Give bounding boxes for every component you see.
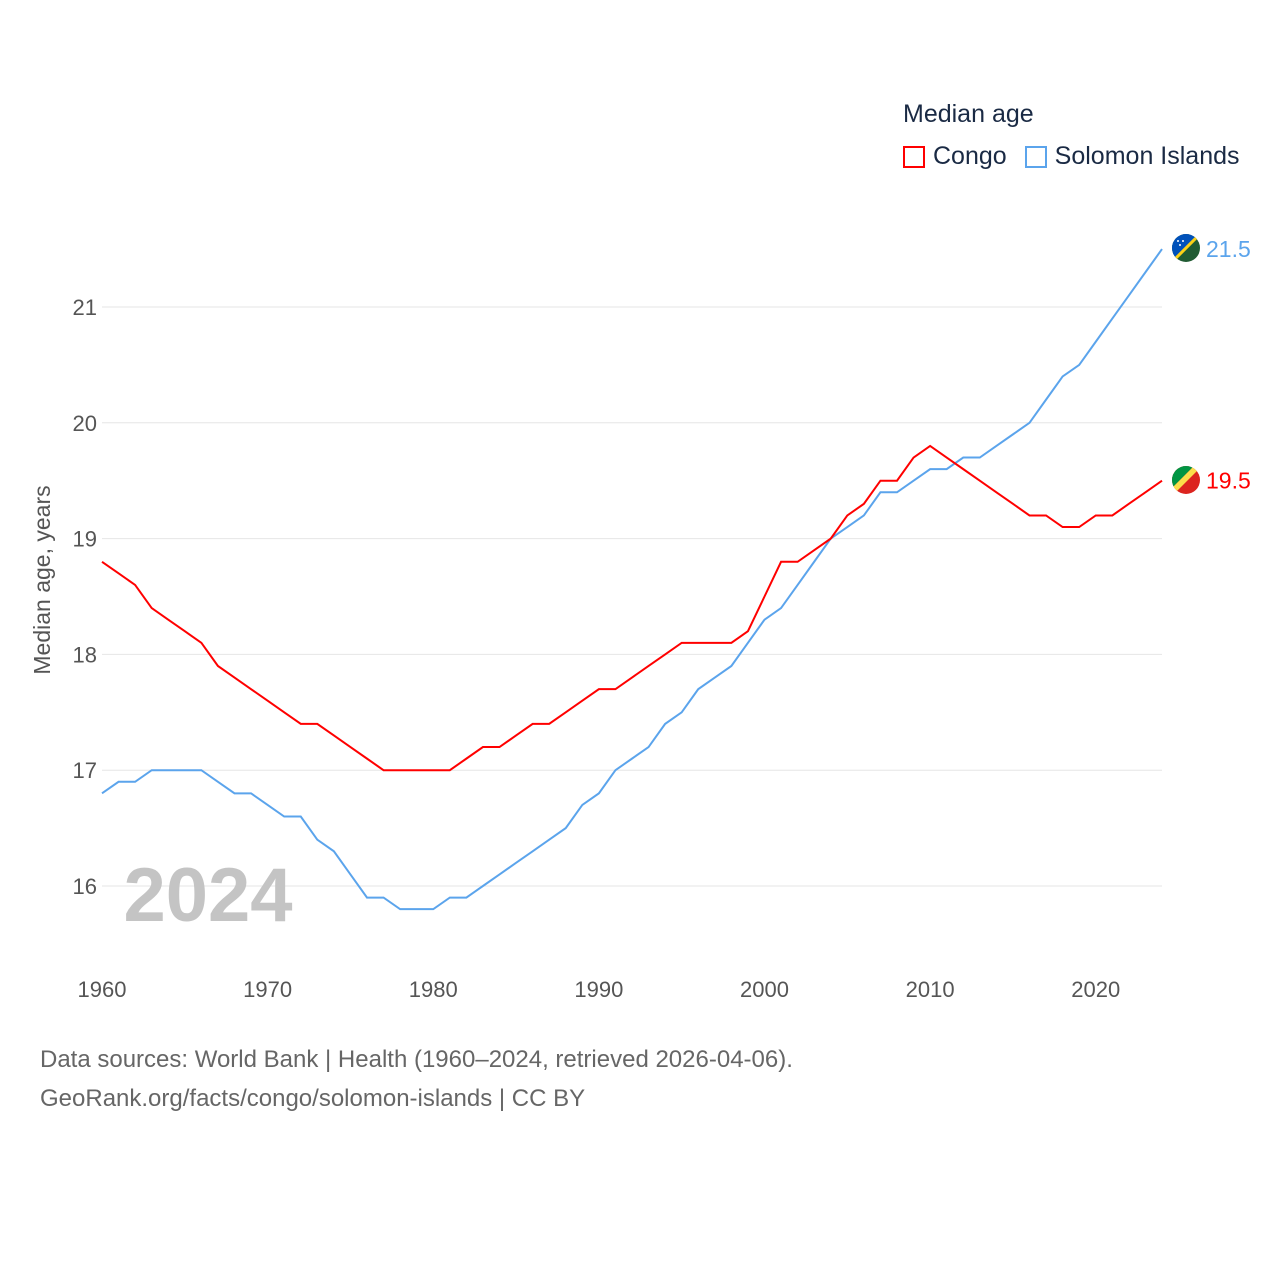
legend-label: Solomon Islands [1054, 142, 1240, 170]
x-tick-label: 1980 [409, 977, 458, 1002]
end-value-label: 19.5 [1206, 468, 1251, 494]
y-axis-label: Median age, years [29, 485, 55, 674]
y-tick-label: 17 [73, 758, 97, 783]
end-value-label: 21.5 [1206, 236, 1251, 262]
y-tick-label: 19 [73, 527, 97, 552]
legend-label: Congo [933, 142, 1007, 170]
legend-item-congo[interactable]: Congo [903, 142, 1007, 171]
x-tick-label: 1990 [574, 977, 623, 1002]
x-tick-label: 2020 [1071, 977, 1120, 1002]
x-tick-label: 1970 [243, 977, 292, 1002]
year-watermark: 2024 [123, 853, 292, 938]
series-line-solomon-islands [101, 248, 1163, 911]
legend-swatch [1024, 145, 1047, 168]
x-tick-label: 2000 [740, 977, 789, 1002]
y-tick-label: 18 [73, 642, 97, 667]
y-tick-label: 16 [73, 874, 97, 899]
legend-item-solomon-islands[interactable]: Solomon Islands [1024, 142, 1240, 171]
legend: Congo Solomon Islands [903, 142, 1258, 171]
source-line-1: Data sources: World Bank | Health (1960–… [40, 1046, 793, 1073]
x-tick-label: 1960 [78, 977, 127, 1002]
x-tick-label: 2010 [906, 977, 955, 1002]
legend-title: Median age [903, 100, 1034, 128]
congo-flag-icon [1172, 466, 1200, 494]
y-tick-label: 20 [73, 411, 97, 436]
legend-swatch [903, 145, 925, 168]
series-line-congo [101, 444, 1163, 772]
solomon-islands-flag-icon [1172, 234, 1200, 262]
source-line-2[interactable]: GeoRank.org/facts/congo/solomon-islands … [40, 1085, 586, 1112]
y-tick-label: 21 [73, 295, 97, 320]
